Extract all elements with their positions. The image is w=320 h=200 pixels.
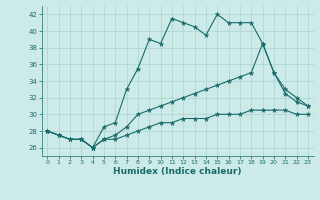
X-axis label: Humidex (Indice chaleur): Humidex (Indice chaleur) bbox=[113, 167, 242, 176]
